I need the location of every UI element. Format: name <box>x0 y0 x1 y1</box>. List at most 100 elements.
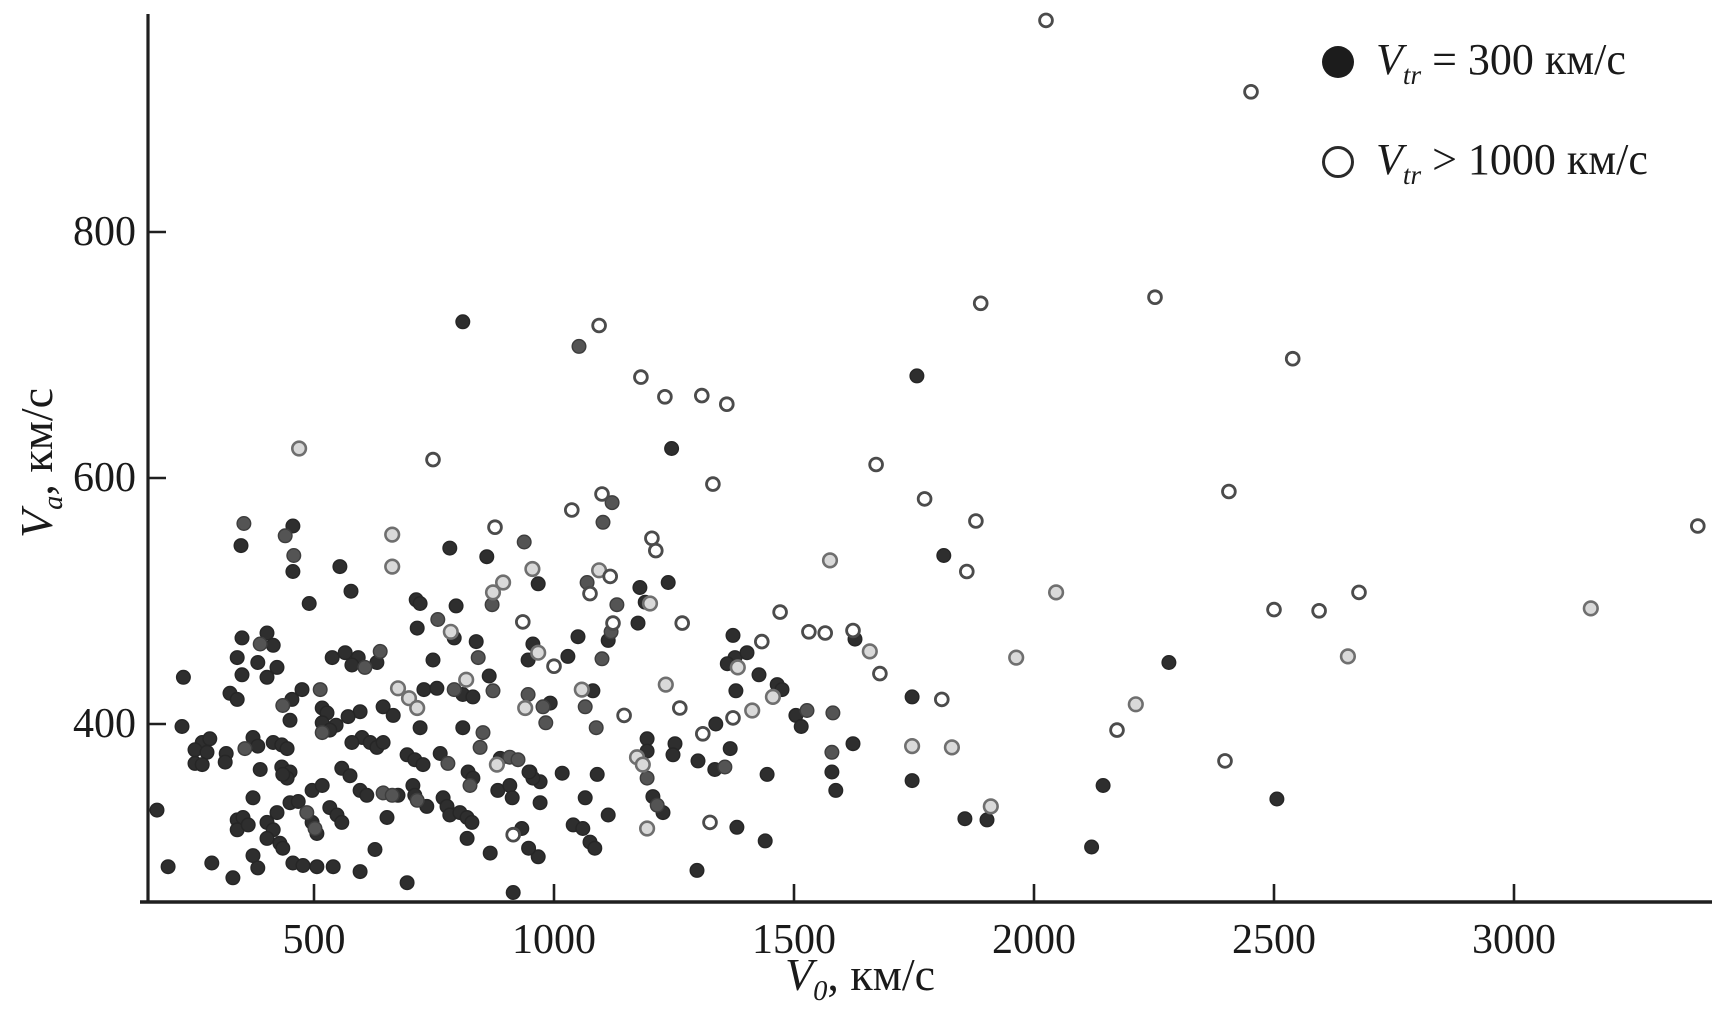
data-point <box>957 811 973 827</box>
data-point <box>432 746 448 762</box>
data-point <box>470 650 486 666</box>
data-point <box>600 807 616 823</box>
data-point <box>630 615 646 631</box>
data-point <box>240 817 256 833</box>
data-point <box>343 583 359 599</box>
data-point <box>225 870 241 886</box>
data-point <box>1284 350 1301 367</box>
data-point <box>516 534 532 550</box>
data-point <box>344 735 360 751</box>
data-point <box>409 620 425 636</box>
data-point <box>367 842 383 858</box>
data-point <box>194 757 210 773</box>
data-point <box>632 580 648 596</box>
data-point <box>160 859 176 875</box>
data-point <box>753 633 770 650</box>
data-point <box>412 720 428 736</box>
data-point <box>1269 791 1285 807</box>
data-point <box>149 802 165 818</box>
x-tick-label: 1500 <box>752 917 836 963</box>
data-point <box>801 623 817 640</box>
data-point <box>332 559 348 575</box>
data-point <box>718 396 735 413</box>
data-point <box>233 538 249 554</box>
data-point <box>464 814 480 830</box>
data-point <box>943 739 961 756</box>
data-point <box>357 659 373 675</box>
data-point <box>554 765 570 781</box>
data-point <box>282 712 298 728</box>
data-point <box>594 486 610 502</box>
data-point <box>384 526 401 543</box>
data-point <box>530 576 546 592</box>
data-point <box>845 736 861 752</box>
x-axis-title: V0, км/с <box>660 948 1060 1008</box>
data-point <box>187 742 203 758</box>
data-point <box>425 652 441 668</box>
data-point <box>582 585 598 602</box>
data-point <box>429 680 445 696</box>
data-point <box>671 700 688 716</box>
data-point <box>521 764 537 780</box>
data-point <box>563 502 580 518</box>
data-point <box>245 790 261 806</box>
data-point <box>868 456 884 473</box>
legend-item-open: Vtr > 1000 км/с <box>1322 134 1648 191</box>
y-axis-unit: , км/с <box>11 387 62 496</box>
data-point <box>307 821 323 837</box>
data-point <box>639 770 655 786</box>
y-tick-label: 400 <box>73 701 136 747</box>
data-point <box>708 716 724 732</box>
data-point <box>1109 722 1125 738</box>
data-point <box>1311 602 1327 619</box>
data-point <box>505 885 521 901</box>
x-axis-unit: , км/с <box>827 949 936 1000</box>
data-point <box>657 388 673 405</box>
data-point <box>1147 289 1163 306</box>
data-point <box>759 766 775 782</box>
data-point <box>301 596 317 612</box>
data-point <box>793 719 809 735</box>
data-point <box>916 491 933 507</box>
data-point <box>728 683 744 699</box>
data-point <box>602 568 618 585</box>
data-point <box>430 612 446 628</box>
data-point <box>252 636 268 652</box>
data-point <box>236 516 252 532</box>
data-point <box>933 691 950 708</box>
data-point <box>199 744 215 760</box>
data-point <box>291 440 308 457</box>
data-point <box>472 739 488 755</box>
data-point <box>595 514 611 530</box>
data-point <box>442 623 459 640</box>
data-point <box>520 687 536 703</box>
data-point <box>1582 600 1599 617</box>
data-point <box>757 833 773 849</box>
data-point <box>375 735 391 751</box>
y-axis-variable: V <box>11 509 62 539</box>
data-point <box>824 764 840 780</box>
data-point <box>725 627 741 643</box>
data-point <box>594 651 610 667</box>
data-point <box>689 862 705 878</box>
data-point <box>337 645 353 661</box>
data-point <box>1161 655 1177 671</box>
data-point <box>972 295 989 312</box>
data-point <box>641 595 659 612</box>
data-point <box>979 812 995 828</box>
data-point <box>465 689 481 705</box>
data-point <box>415 757 431 773</box>
data-point <box>903 737 921 755</box>
data-point <box>314 725 330 741</box>
data-point <box>295 858 311 874</box>
data-point <box>352 864 368 880</box>
data-point <box>495 574 512 591</box>
data-point <box>1084 839 1100 855</box>
data-point <box>259 669 275 685</box>
data-point <box>312 682 328 698</box>
data-point <box>634 756 651 773</box>
data-point <box>705 476 721 492</box>
data-point <box>729 819 745 835</box>
data-point <box>722 741 738 757</box>
